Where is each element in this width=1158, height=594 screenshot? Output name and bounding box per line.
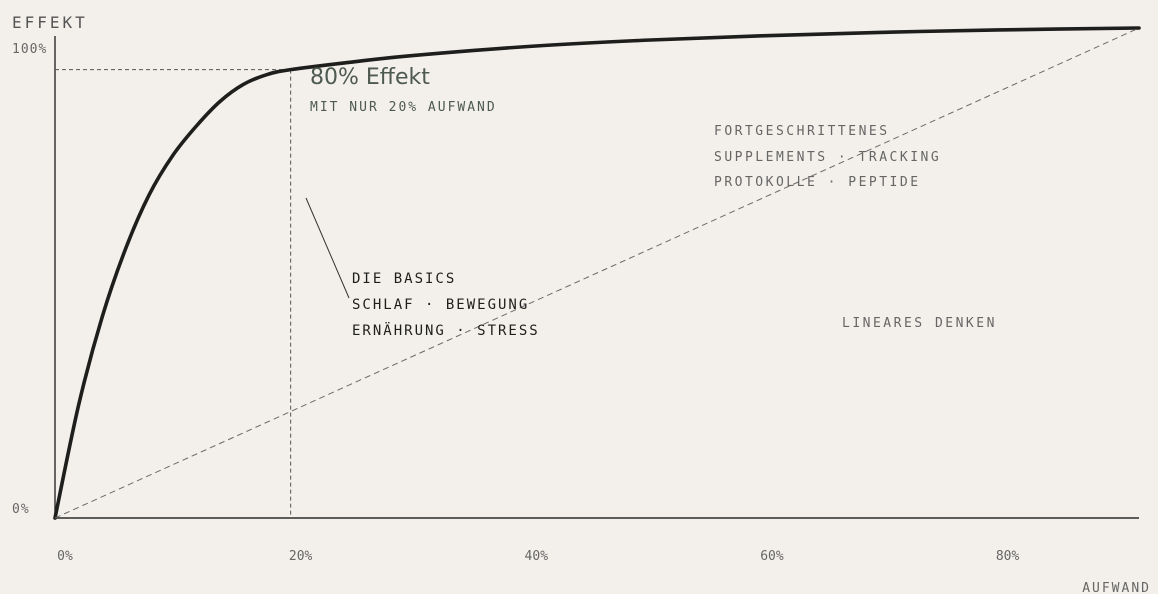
linear-series-line [54,27,1140,519]
x-axis-title: AUFWAND [1082,581,1151,594]
y-tick-top: 100% [12,42,47,57]
peak-annotation-title: 80% Effekt [310,65,430,90]
basics-line-2: SCHLAF · BEWEGUNG [352,297,529,313]
y-tick-bottom: 0% [12,502,30,517]
linear-thinking-label: LINEARES DENKEN [842,316,997,331]
advanced-line-1: FORTGESCHRITTENES [714,124,890,139]
basics-pointer-line [305,197,350,299]
basics-line-1: DIE BASICS [352,271,456,287]
x-tick-label: 60% [760,549,784,564]
x-tick-label: 0% [57,549,73,564]
x-tick-label: 20% [289,549,313,564]
x-tick-label: 80% [996,549,1020,564]
effect-curve-line [53,26,1141,520]
advanced-line-3: PROTOKOLLE · PEPTIDE [714,175,921,190]
x-tick-label: 40% [525,549,549,564]
advanced-line-2: SUPPLEMENTS · TRACKING [714,150,941,165]
basics-line-3: ERNÄHRUNG · STRESS [352,321,540,339]
peak-annotation-subtitle: MIT NUR 20% AUFWAND [310,100,497,115]
y-axis-title: EFFEKT [12,13,88,32]
